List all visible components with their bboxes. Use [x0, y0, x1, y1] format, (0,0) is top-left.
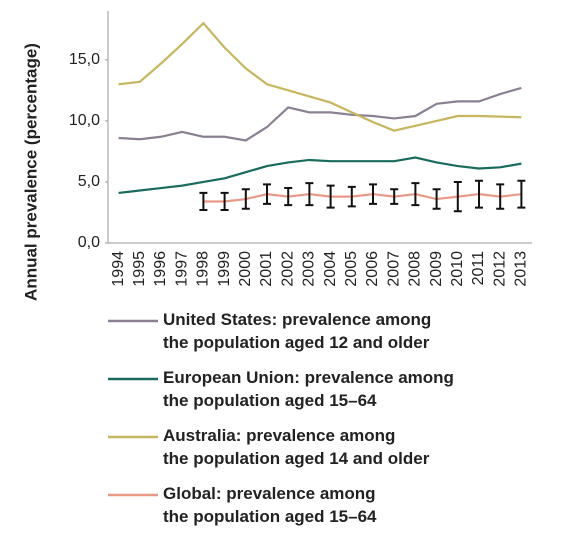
x-tick-label: 2008	[407, 251, 424, 287]
error-bar	[326, 184, 335, 209]
x-tick-label: 2002	[279, 251, 296, 287]
y-tick-label: 15,0	[69, 51, 100, 68]
x-tick-label: 1998	[195, 251, 212, 287]
x-tick-label: 2000	[237, 251, 254, 287]
x-tick-label: 2006	[364, 251, 381, 287]
x-tick-label: 2003	[301, 251, 318, 287]
legend-label: Global: prevalence among the population …	[163, 484, 377, 526]
x-tick-label: 2005	[343, 251, 360, 287]
error-bar	[496, 183, 505, 210]
series-line	[203, 193, 522, 203]
error-bar	[411, 182, 420, 207]
series-line	[118, 21, 522, 132]
x-tick-label: 2004	[322, 251, 339, 287]
x-tick-label: 1999	[216, 251, 233, 287]
error-bar	[390, 188, 399, 205]
x-tick-label: 2012	[491, 251, 508, 287]
x-tick-label: 1994	[110, 251, 127, 287]
error-bar	[284, 187, 293, 207]
error-bar	[305, 182, 314, 207]
error-bar	[475, 179, 483, 209]
error-bar	[241, 188, 250, 210]
error-bar	[220, 191, 229, 212]
x-tick-label: 2001	[258, 251, 275, 287]
legend: United States: prevalence among the popu…	[163, 308, 454, 540]
x-tick-label: 2010	[449, 251, 466, 287]
error-bar	[517, 179, 526, 209]
error-bar	[453, 180, 462, 213]
error-bar	[432, 188, 441, 210]
y-axis-label: Annual prevalence (percentage)	[21, 43, 40, 301]
x-tick-label: 2007	[385, 251, 402, 287]
series-line	[118, 86, 522, 142]
y-tick-label: 10,0	[69, 112, 100, 129]
legend-label: Australia: prevalence among the populati…	[163, 426, 430, 468]
x-tick-label: 1996	[152, 251, 169, 287]
x-tick-label: 1995	[131, 251, 148, 287]
legend-label: European Union: prevalence among the pop…	[163, 368, 454, 410]
x-tick-label: 2011	[470, 251, 487, 286]
error-bar	[369, 183, 377, 205]
error-bar	[347, 185, 356, 208]
x-tick-label: 2013	[513, 251, 530, 287]
error-bar	[199, 191, 208, 212]
series-line	[118, 156, 522, 195]
y-tick-label: 0,0	[78, 234, 100, 251]
x-tick-label: 1997	[173, 251, 190, 287]
x-tick-label: 2009	[428, 251, 445, 287]
error-bar	[263, 183, 271, 205]
y-tick-label: 5,0	[78, 173, 100, 190]
legend-label: United States: prevalence among the popu…	[163, 310, 432, 352]
